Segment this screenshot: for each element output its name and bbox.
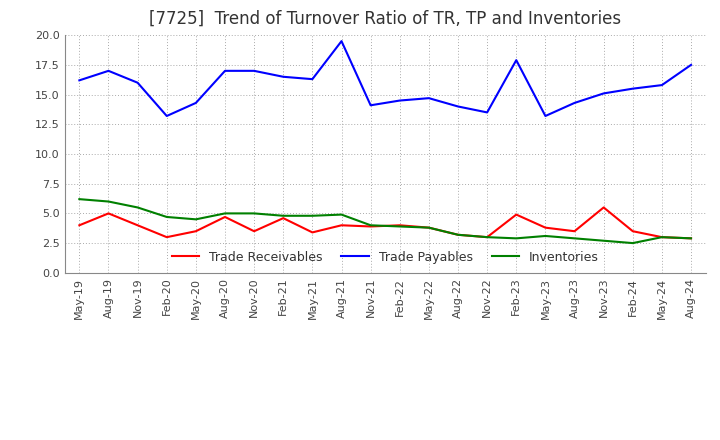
- Trade Payables: [192, 100, 200, 106]
- Trade Receivables: [454, 232, 462, 238]
- Trade Payables: [483, 110, 492, 115]
- Inventories: [454, 232, 462, 238]
- Inventories: [163, 214, 171, 220]
- Trade Receivables: [541, 225, 550, 230]
- Trade Receivables: [220, 214, 229, 220]
- Trade Receivables: [75, 223, 84, 228]
- Inventories: [657, 235, 666, 240]
- Inventories: [192, 216, 200, 222]
- Trade Receivables: [657, 235, 666, 240]
- Inventories: [279, 213, 287, 218]
- Trade Payables: [163, 114, 171, 119]
- Trade Receivables: [308, 230, 317, 235]
- Inventories: [104, 199, 113, 204]
- Inventories: [687, 236, 696, 241]
- Trade Payables: [425, 95, 433, 101]
- Inventories: [308, 213, 317, 218]
- Trade Receivables: [483, 235, 492, 240]
- Inventories: [220, 211, 229, 216]
- Trade Receivables: [570, 229, 579, 234]
- Trade Payables: [687, 62, 696, 67]
- Trade Receivables: [279, 216, 287, 221]
- Trade Payables: [541, 114, 550, 119]
- Trade Payables: [220, 68, 229, 73]
- Trade Payables: [454, 104, 462, 109]
- Trade Payables: [308, 77, 317, 82]
- Title: [7725]  Trend of Turnover Ratio of TR, TP and Inventories: [7725] Trend of Turnover Ratio of TR, TP…: [149, 10, 621, 28]
- Inventories: [599, 238, 608, 243]
- Inventories: [366, 223, 375, 228]
- Trade Payables: [250, 68, 258, 73]
- Inventories: [133, 205, 142, 210]
- Inventories: [337, 212, 346, 217]
- Trade Payables: [512, 58, 521, 63]
- Trade Receivables: [104, 211, 113, 216]
- Inventories: [512, 236, 521, 241]
- Trade Payables: [104, 68, 113, 73]
- Trade Receivables: [512, 212, 521, 217]
- Inventories: [395, 224, 404, 229]
- Line: Inventories: Inventories: [79, 199, 691, 243]
- Trade Receivables: [687, 236, 696, 241]
- Trade Payables: [629, 86, 637, 92]
- Inventories: [250, 211, 258, 216]
- Trade Payables: [657, 82, 666, 88]
- Inventories: [541, 233, 550, 238]
- Trade Payables: [279, 74, 287, 79]
- Trade Receivables: [425, 225, 433, 230]
- Legend: Trade Receivables, Trade Payables, Inventories: Trade Receivables, Trade Payables, Inven…: [166, 246, 604, 269]
- Trade Receivables: [133, 223, 142, 228]
- Trade Receivables: [395, 223, 404, 228]
- Inventories: [483, 235, 492, 240]
- Trade Payables: [395, 98, 404, 103]
- Trade Payables: [337, 38, 346, 44]
- Trade Payables: [366, 103, 375, 108]
- Line: Trade Payables: Trade Payables: [79, 41, 691, 116]
- Trade Receivables: [599, 205, 608, 210]
- Inventories: [570, 236, 579, 241]
- Inventories: [75, 197, 84, 202]
- Inventories: [425, 225, 433, 230]
- Inventories: [629, 240, 637, 246]
- Trade Receivables: [366, 224, 375, 229]
- Trade Receivables: [192, 229, 200, 234]
- Trade Receivables: [163, 235, 171, 240]
- Trade Receivables: [250, 229, 258, 234]
- Trade Payables: [570, 100, 579, 106]
- Line: Trade Receivables: Trade Receivables: [79, 208, 691, 238]
- Trade Payables: [599, 91, 608, 96]
- Trade Receivables: [337, 223, 346, 228]
- Trade Payables: [133, 80, 142, 85]
- Trade Payables: [75, 78, 84, 83]
- Trade Receivables: [629, 229, 637, 234]
